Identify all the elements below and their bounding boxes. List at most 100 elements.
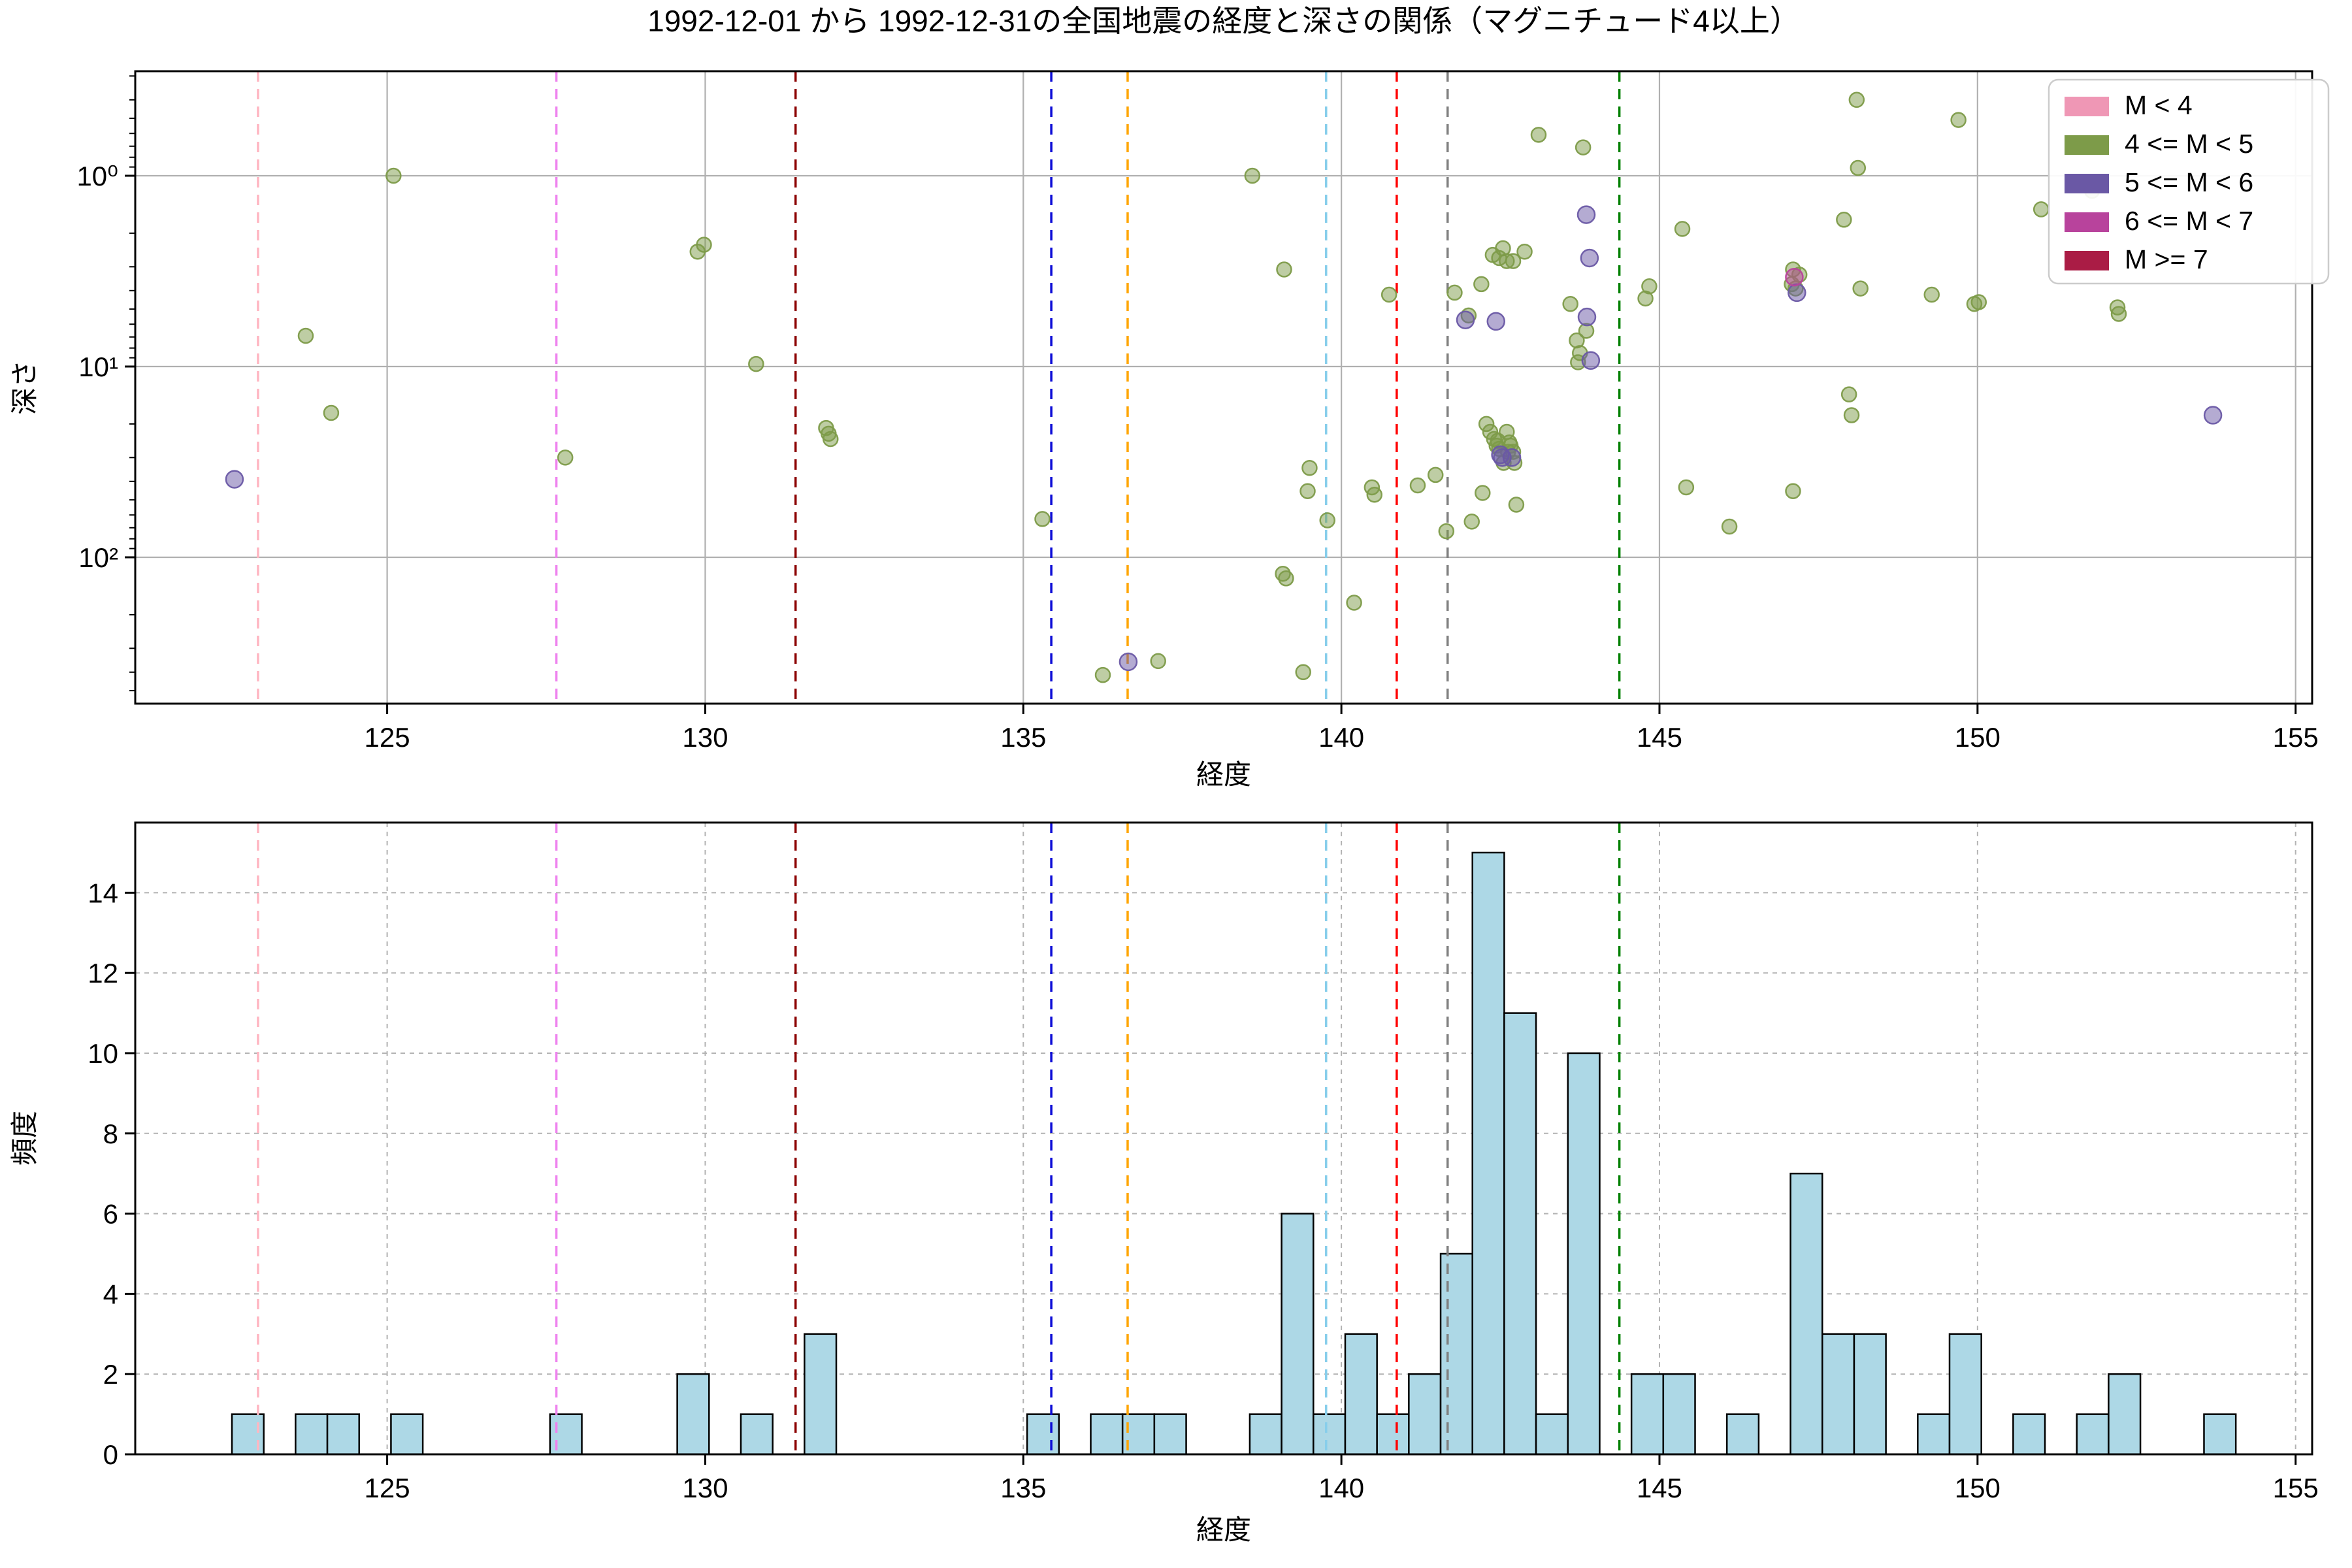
y-tick-label: 10⁰ xyxy=(76,161,118,191)
legend-swatch-m4-5 xyxy=(2065,135,2109,155)
scatter-point xyxy=(1850,159,1867,176)
x-tick-label: 150 xyxy=(1955,722,2001,753)
top-plot-border xyxy=(134,70,2313,705)
scatter-point xyxy=(1580,248,1599,268)
histogram-bar xyxy=(295,1413,329,1456)
x-tick-label: 145 xyxy=(1637,1473,1682,1503)
histogram-bar xyxy=(804,1333,838,1456)
x-tick-label: 125 xyxy=(365,722,410,753)
scatter-point xyxy=(1346,595,1362,611)
scatter-point xyxy=(1505,253,1522,269)
scatter-point xyxy=(1456,310,1475,329)
histogram-bar xyxy=(1281,1213,1315,1456)
histogram-bar xyxy=(1313,1413,1347,1456)
histogram-vlines xyxy=(257,823,1621,1454)
scatter-point xyxy=(1438,523,1455,540)
legend-label-m-lt4: M < 4 xyxy=(2125,90,2193,120)
scatter-point xyxy=(1409,477,1426,494)
scatter-point xyxy=(1852,280,1869,297)
scatter-point xyxy=(2110,306,2127,322)
histogram-bar xyxy=(1249,1413,1282,1456)
histogram-bar xyxy=(549,1413,583,1456)
y-tick-label: 10² xyxy=(78,542,118,573)
scatter-point xyxy=(1678,479,1695,496)
x-tick-label: 135 xyxy=(1000,1473,1046,1503)
legend-swatch-m5-6 xyxy=(2065,174,2109,193)
histogram-border xyxy=(134,821,2313,1456)
histogram-bar xyxy=(1503,1012,1537,1456)
scatter-point xyxy=(1530,127,1547,143)
histogram-bar xyxy=(1344,1333,1378,1456)
x-tick-label: 125 xyxy=(365,1473,410,1503)
scatter-point xyxy=(1721,518,1738,535)
top-plot-axes: 125 130 135 140 145 150 155 10⁰ 10¹ 10² xyxy=(76,70,2319,753)
y-tick-label: 10¹ xyxy=(78,351,118,382)
scatter-point xyxy=(385,167,402,184)
scatter-points xyxy=(225,91,2223,683)
legend-box: M < 4 4 <= M < 5 5 <= M < 6 6 <= M < 7 M… xyxy=(2048,78,2330,285)
histogram-bar xyxy=(676,1373,710,1456)
scatter-point xyxy=(1836,212,1852,228)
scatter-point xyxy=(1562,296,1578,312)
x-tick-label: 155 xyxy=(2273,722,2319,753)
scatter-point xyxy=(2203,406,2223,425)
scatter-point xyxy=(1848,91,1865,108)
histogram-bar xyxy=(1853,1333,1887,1456)
scatter-point xyxy=(1581,351,1601,370)
histogram-bar xyxy=(1662,1373,1696,1456)
histogram-bar xyxy=(1567,1052,1601,1456)
scatter-point xyxy=(1380,286,1397,303)
histogram-bar xyxy=(390,1413,424,1456)
scatter-point xyxy=(557,449,574,466)
y-tick-label: 10 xyxy=(88,1038,118,1069)
y-tick-label: 14 xyxy=(88,877,118,908)
histogram-bar xyxy=(1026,1413,1060,1456)
x-tick-label: 155 xyxy=(2273,1473,2319,1503)
scatter-point xyxy=(1295,664,1311,681)
legend-label-m6-7: 6 <= M < 7 xyxy=(2125,206,2253,236)
scatter-point xyxy=(1319,512,1335,529)
y-tick-label: 12 xyxy=(88,958,118,988)
scatter-point xyxy=(225,470,244,489)
histogram-bar xyxy=(1789,1172,1823,1456)
legend-swatch-m6-7 xyxy=(2065,212,2109,232)
histogram-axes: 125 130 135 140 145 150 155 0 2 4 6 8 10 12 14 xyxy=(88,821,2319,1503)
x-tick-label: 150 xyxy=(1955,1473,2001,1503)
scatter-point xyxy=(1473,276,1490,293)
histogram-grid xyxy=(135,823,2312,1455)
scatter-point xyxy=(1446,284,1463,301)
legend-label-m5-6: 5 <= M < 6 xyxy=(2125,167,2253,197)
histogram-bar xyxy=(1630,1373,1665,1456)
scatter-point xyxy=(696,237,712,253)
top-xaxis-label: 経度 xyxy=(1196,759,1251,790)
y-tick-label: 2 xyxy=(103,1359,118,1390)
scatter-point xyxy=(1475,485,1491,501)
scatter-point xyxy=(1366,487,1383,503)
y-tick-label: 0 xyxy=(103,1439,118,1470)
scatter-point xyxy=(323,404,340,421)
bottom-xaxis-label: 経度 xyxy=(1196,1514,1251,1545)
y-tick-label: 8 xyxy=(103,1119,118,1149)
scatter-point xyxy=(1276,261,1292,278)
scatter-point xyxy=(1301,459,1318,476)
histogram-bar xyxy=(2012,1413,2046,1456)
scatter-point xyxy=(1641,278,1658,295)
scatter-point xyxy=(1785,483,1801,499)
x-tick-label: 135 xyxy=(1000,722,1046,753)
scatter-point xyxy=(1502,448,1522,467)
scatter-point xyxy=(1785,267,1804,287)
scatter-point xyxy=(1094,666,1111,683)
histogram-bar xyxy=(1917,1413,1951,1456)
x-tick-label: 140 xyxy=(1318,1473,1364,1503)
scatter-point xyxy=(297,327,314,344)
histogram-bar xyxy=(1408,1373,1442,1456)
scatter-point xyxy=(1843,407,1860,423)
histogram-bar xyxy=(2108,1373,2142,1456)
chart-title: 1992-12-01 から 1992-12-31の全国地震の経度と深さの関係（マ… xyxy=(647,4,1800,38)
legend-label-m4-5: 4 <= M < 5 xyxy=(2125,129,2253,159)
scatter-point xyxy=(1508,497,1525,513)
bottom-yaxis-label: 頻度 xyxy=(9,1111,40,1166)
histogram-bar xyxy=(1153,1413,1187,1456)
scatter-point xyxy=(748,355,764,372)
